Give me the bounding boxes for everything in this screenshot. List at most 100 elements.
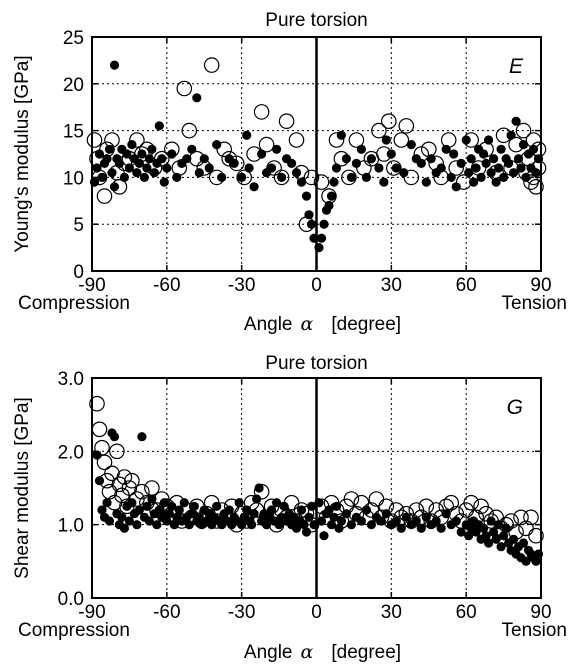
open-data-point	[116, 469, 133, 485]
open-data-point	[298, 216, 315, 232]
open-data-point	[104, 132, 120, 148]
filled-data-point	[346, 520, 356, 530]
x-axis-label-symbol: α	[301, 641, 314, 663]
open-data-point	[376, 146, 392, 162]
open-data-point	[89, 150, 105, 167]
open-data-point	[203, 494, 220, 511]
filled-data-point	[242, 130, 252, 140]
open-data-point	[223, 498, 240, 515]
open-data-point	[144, 480, 160, 496]
y-tick-label: 1.0	[58, 516, 84, 537]
open-data-point	[216, 141, 232, 158]
y-tick-label: 25	[63, 28, 84, 49]
open-data-point	[333, 513, 350, 529]
open-data-point	[528, 527, 544, 544]
filled-data-point	[249, 182, 259, 192]
filled-data-point	[451, 182, 461, 192]
open-data-point	[154, 150, 170, 167]
filled-data-point	[346, 172, 356, 182]
filled-data-point	[104, 516, 115, 526]
open-data-point	[303, 516, 320, 533]
open-data-point	[508, 524, 524, 540]
open-data-point	[393, 132, 410, 148]
open-data-point	[116, 155, 133, 172]
open-data-point	[443, 494, 459, 511]
open-data-point	[96, 188, 113, 204]
open-data-point	[371, 122, 387, 139]
open-data-point	[478, 141, 494, 158]
filled-data-point	[396, 523, 406, 533]
open-data-point	[463, 494, 479, 511]
x-tick-label: 0	[311, 275, 322, 296]
filled-data-point	[518, 538, 529, 548]
filled-data-point	[159, 177, 169, 187]
filled-data-point	[406, 140, 416, 150]
y-tick-label: 10	[63, 168, 84, 189]
open-data-point	[518, 520, 534, 537]
chart-title: Pure torsion	[265, 10, 367, 31]
y-tick-label: 2.0	[58, 442, 84, 463]
filled-data-point	[109, 432, 120, 442]
filled-data-point	[374, 163, 384, 173]
filled-data-point	[464, 531, 474, 541]
filled-data-point	[319, 531, 329, 541]
open-data-point	[393, 509, 410, 526]
filled-data-point	[531, 556, 541, 566]
open-data-point	[403, 169, 420, 186]
open-data-point	[236, 169, 252, 186]
open-data-point	[253, 104, 270, 120]
open-data-point	[363, 502, 380, 518]
x-axis-label: Angle α [degree]	[244, 313, 401, 335]
y-tick-label: 20	[63, 75, 84, 96]
filled-data-point	[139, 172, 149, 182]
x-axis-label: Angle α [degree]	[244, 641, 401, 663]
open-data-point	[109, 443, 125, 460]
open-data-point	[253, 483, 270, 500]
y-tick-label: 3.0	[58, 369, 84, 390]
open-data-point	[121, 480, 138, 496]
filled-data-point	[192, 93, 202, 103]
x-tick-label: -30	[228, 275, 255, 296]
open-data-point	[528, 179, 544, 195]
open-data-point	[298, 505, 315, 522]
filled-data-point	[277, 172, 287, 182]
compression-label: Compression	[18, 293, 130, 314]
filled-data-point	[319, 219, 329, 229]
filled-data-point	[329, 177, 339, 187]
filled-data-point	[301, 527, 312, 537]
filled-data-point	[109, 60, 120, 70]
panel-letter: E	[509, 55, 524, 78]
open-data-point	[518, 164, 534, 181]
y-axis-label: Young's modulus [GPa]	[12, 55, 33, 252]
chart-title: Pure torsion	[265, 353, 367, 374]
open-data-point	[164, 505, 180, 522]
open-data-point	[448, 160, 464, 176]
open-data-point	[423, 513, 439, 529]
filled-data-point	[306, 501, 317, 511]
filled-data-point	[366, 154, 376, 164]
filled-data-point	[481, 531, 491, 541]
open-data-point	[221, 150, 237, 167]
filled-data-point	[234, 498, 244, 508]
open-data-point	[313, 174, 330, 190]
filled-data-point	[376, 516, 386, 526]
filled-data-point	[287, 158, 297, 168]
open-data-point	[523, 174, 539, 190]
filled-data-point	[237, 172, 247, 182]
open-data-point	[403, 513, 420, 529]
open-data-point	[129, 132, 145, 148]
x-tick-label: -60	[153, 275, 180, 296]
filled-data-point	[469, 177, 479, 187]
compression-label: Compression	[18, 620, 130, 641]
open-data-point	[293, 164, 310, 181]
open-data-point	[266, 160, 282, 176]
filled-data-point	[97, 172, 107, 182]
filled-data-point	[117, 512, 127, 522]
open-data-point	[139, 494, 155, 511]
y-axis-label: Shear modulus [GPa]	[12, 397, 33, 579]
filled-data-point	[132, 520, 142, 530]
open-data-point	[263, 498, 280, 515]
filled-data-point	[366, 520, 376, 530]
open-data-point	[495, 127, 512, 144]
